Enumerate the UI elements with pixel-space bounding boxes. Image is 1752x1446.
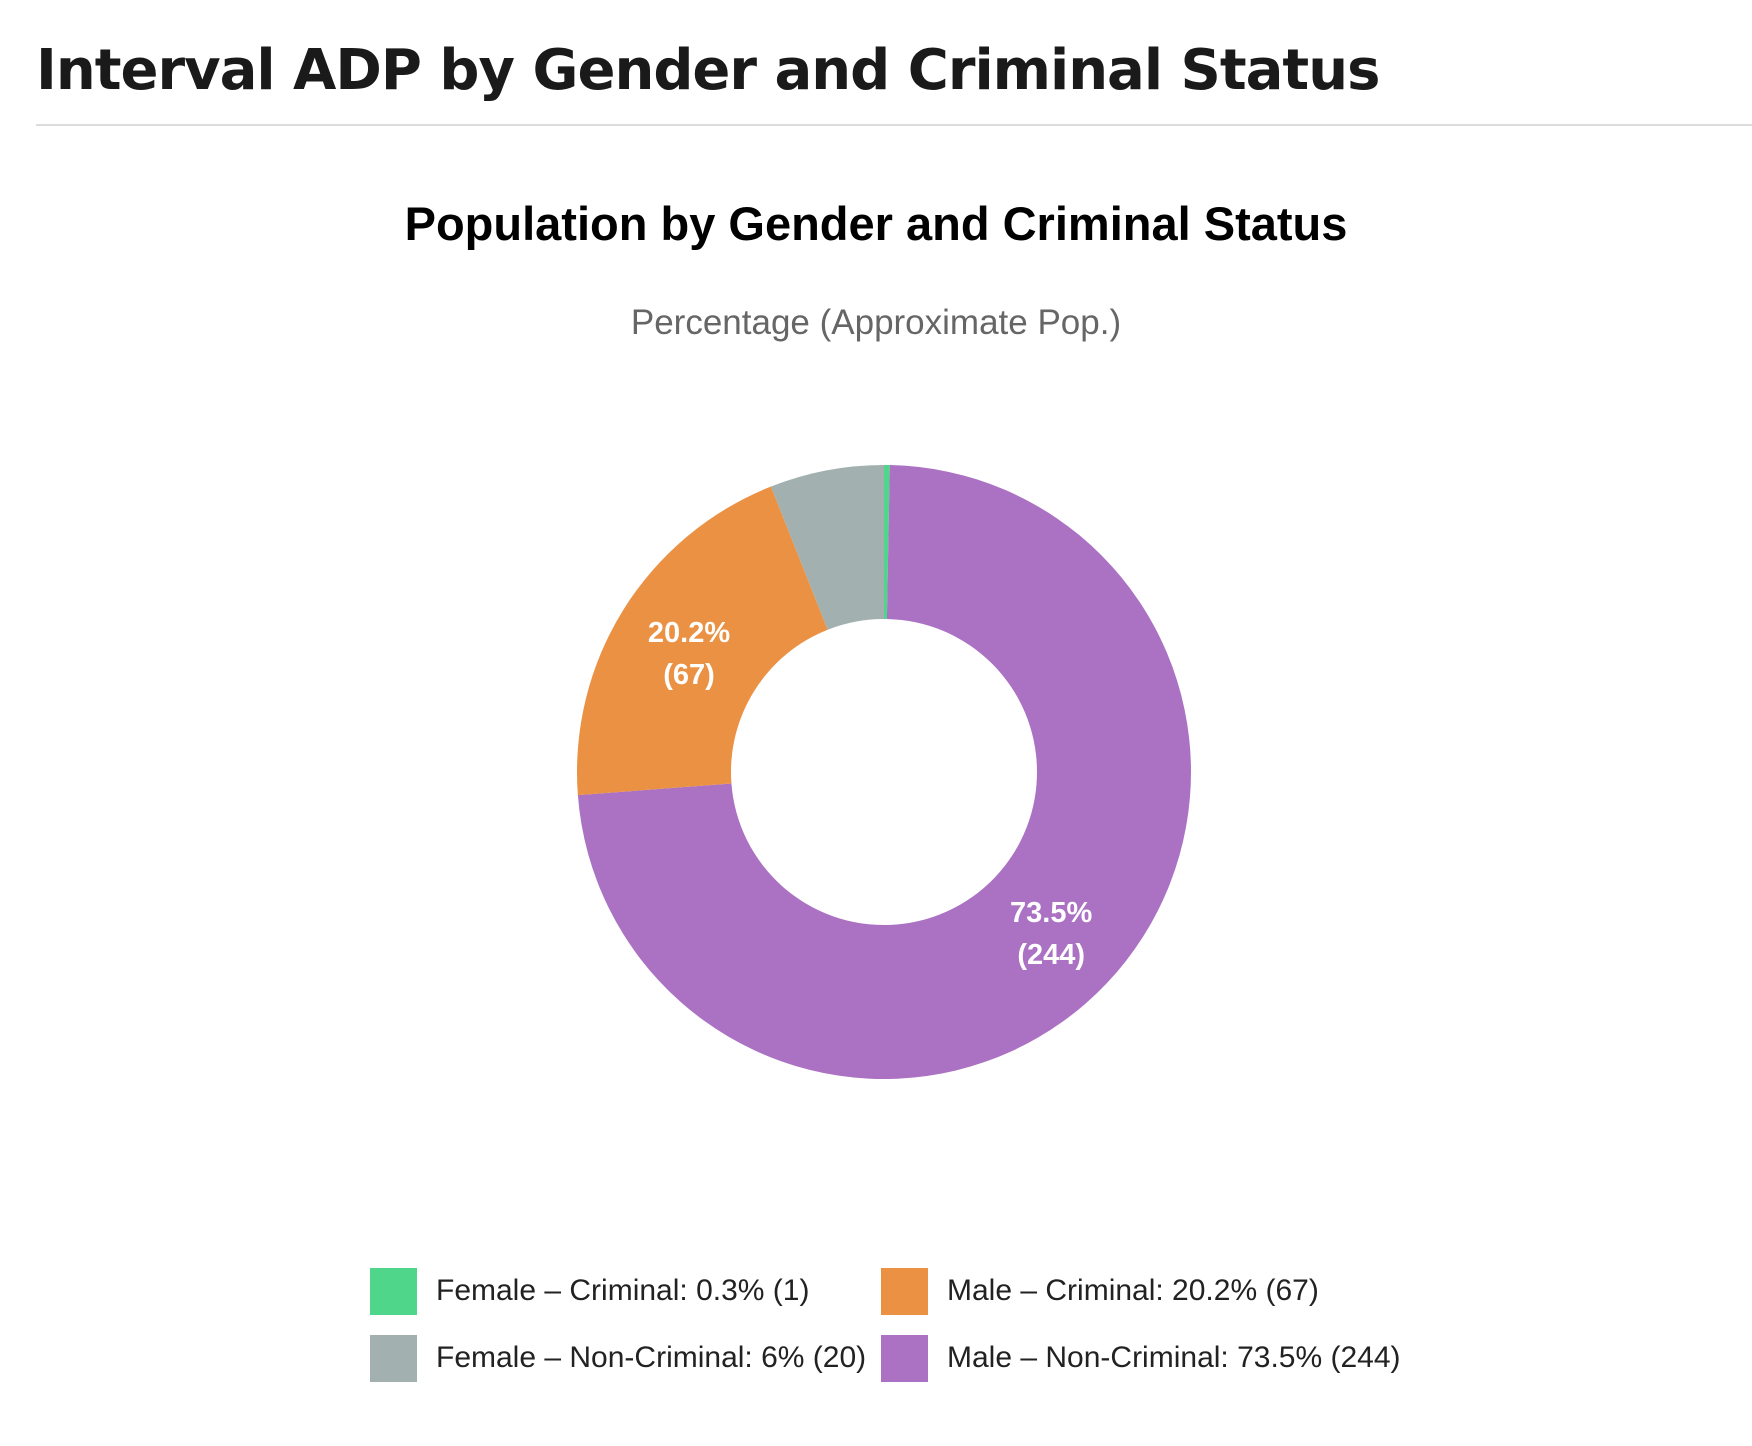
slice-data-label-count: (67)	[663, 659, 715, 691]
legend-swatch	[370, 1334, 417, 1382]
legend-label: Male – Criminal: 20.2% (67)	[947, 1274, 1319, 1307]
donut-slice-female-criminal[interactable]	[884, 465, 890, 620]
page-header: Interval ADP by Gender and Criminal Stat…	[36, 28, 1752, 126]
legend-item[interactable]: Female – Criminal: 0.3% (1)	[370, 1267, 809, 1315]
slice-data-label-percent: 20.2%	[648, 617, 730, 649]
chart-legend: Female – Criminal: 0.3% (1) Male – Crimin…	[370, 1267, 1420, 1407]
legend-label: Male – Non-Criminal: 73.5% (244)	[947, 1341, 1401, 1374]
legend-swatch	[370, 1267, 417, 1315]
legend-swatch	[881, 1334, 928, 1382]
legend-item[interactable]: Male – Criminal: 20.2% (67)	[881, 1267, 1319, 1315]
donut-slice-male-non-criminal[interactable]	[577, 465, 1191, 1079]
chart-subtitle: Percentage (Approximate Pop.)	[630, 303, 1122, 342]
legend-swatch	[881, 1267, 928, 1315]
slice-data-label-percent: 73.5%	[1010, 897, 1092, 929]
slice-data-label-count: (244)	[1017, 939, 1085, 971]
legend-item[interactable]: Female – Non-Criminal: 6% (20)	[370, 1334, 866, 1382]
donut-slice-male-criminal[interactable]	[576, 486, 828, 796]
legend-label: Female – Criminal: 0.3% (1)	[436, 1274, 810, 1307]
page-title: Interval ADP by Gender and Criminal Stat…	[36, 38, 1380, 103]
chart-title: Population by Gender and Criminal Status	[404, 197, 1348, 250]
donut-slice-female-non-criminal[interactable]	[770, 465, 884, 630]
legend-label: Female – Non-Criminal: 6% (20)	[436, 1341, 867, 1374]
legend-item[interactable]: Male – Non-Criminal: 73.5% (244)	[881, 1334, 1401, 1382]
